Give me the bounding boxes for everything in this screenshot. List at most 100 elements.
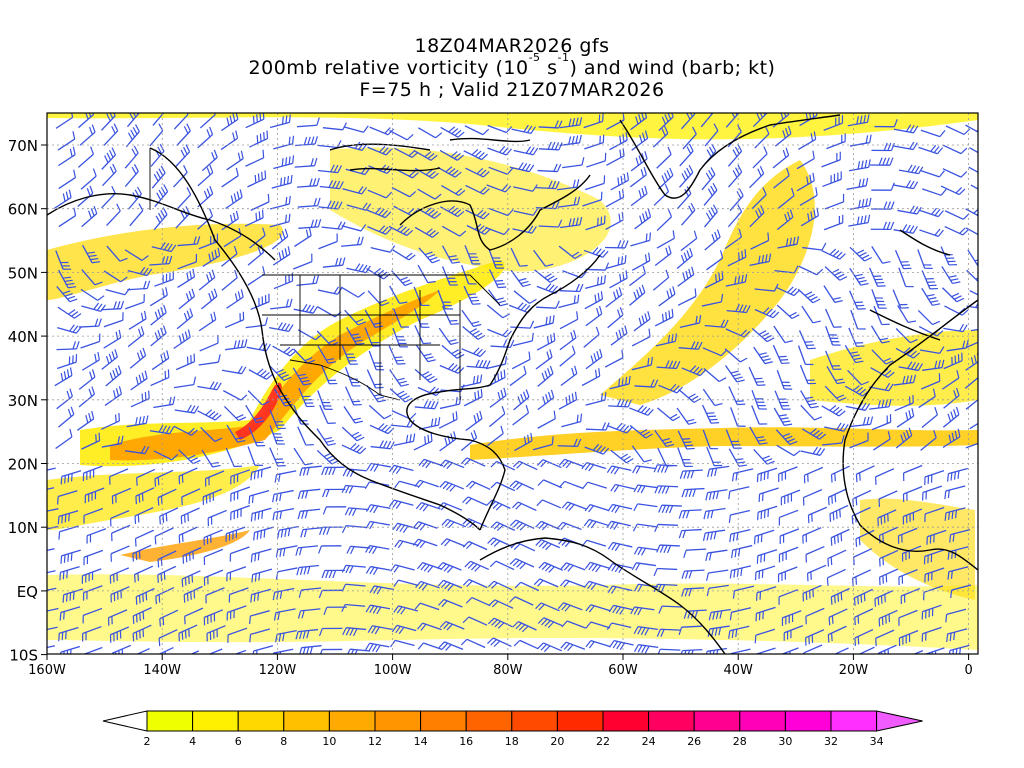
wind-barb — [634, 208, 652, 230]
wind-barb — [82, 244, 101, 264]
wind-barb — [295, 628, 319, 640]
wind-barb — [969, 147, 978, 154]
wind-barb — [606, 147, 625, 166]
wind-barb — [347, 648, 371, 654]
wind-barb — [342, 186, 368, 195]
wind-barb — [136, 468, 156, 486]
wind-barb — [321, 466, 345, 476]
wind-barb — [605, 240, 629, 249]
wind-barb — [414, 368, 438, 384]
wind-barb — [513, 208, 539, 216]
wind-barb — [871, 182, 895, 191]
wind-barb — [154, 527, 174, 545]
wind-barb — [418, 458, 444, 469]
wind-barb — [441, 225, 467, 237]
wind-barb — [247, 390, 270, 406]
wind-barb — [582, 481, 607, 489]
wind-barb — [369, 423, 395, 435]
wind-barb — [246, 342, 271, 352]
colorbar-label: 14 — [414, 735, 428, 748]
wind-barb — [560, 579, 585, 588]
wind-barb — [151, 165, 166, 189]
wind-barb — [438, 411, 458, 429]
wind-barb — [126, 415, 149, 428]
wind-barb — [895, 427, 913, 449]
wind-barb — [418, 247, 440, 264]
wind-barb — [892, 289, 909, 309]
wind-barb — [607, 541, 633, 552]
wind-barb — [729, 188, 744, 212]
wind-barb — [57, 324, 82, 334]
wind-barb — [437, 166, 462, 178]
wind-barb — [657, 407, 681, 422]
wind-barb — [105, 287, 131, 296]
wind-barb — [488, 599, 514, 609]
wind-barb — [802, 584, 822, 602]
wind-barb — [681, 365, 707, 377]
wind-barb — [293, 447, 313, 466]
wind-barb — [464, 245, 481, 265]
wind-barb — [870, 221, 895, 231]
wind-barb — [538, 219, 563, 228]
wind-barb — [150, 369, 170, 387]
wind-barb — [513, 290, 537, 304]
wind-barb — [322, 257, 346, 268]
wind-barb — [942, 144, 968, 155]
wind-barb — [465, 410, 483, 432]
wind-barb — [47, 508, 59, 512]
wind-barb — [438, 327, 459, 346]
wind-barb — [178, 526, 198, 544]
wind-barb — [537, 642, 562, 652]
axis-ticks — [41, 144, 970, 660]
wind-barb — [658, 504, 682, 514]
wind-barb — [773, 325, 793, 344]
wind-barb — [202, 247, 221, 267]
wind-barb — [490, 521, 516, 532]
wind-barb — [749, 426, 768, 445]
wind-barb — [877, 644, 897, 654]
wind-barb — [798, 131, 817, 151]
wind-barb — [610, 172, 630, 191]
wind-barb — [583, 580, 609, 591]
wind-barb — [796, 172, 815, 192]
wind-barb — [754, 565, 776, 581]
wind-barb — [912, 650, 924, 654]
wind-barb — [944, 507, 966, 521]
wind-barb — [367, 290, 390, 307]
wind-barb — [678, 509, 702, 519]
wind-barb — [657, 447, 675, 467]
wind-barb — [538, 120, 563, 129]
wind-barb — [965, 398, 978, 410]
wind-barb — [462, 578, 488, 589]
wind-barb — [134, 565, 154, 583]
wind-barb — [509, 480, 535, 491]
wind-barb — [654, 429, 675, 448]
wind-barb — [652, 125, 669, 148]
wind-barb — [827, 549, 847, 567]
colorbar-segment — [602, 710, 650, 732]
us-state-lines — [262, 275, 461, 400]
wind-barb — [631, 328, 651, 347]
wind-barb — [366, 267, 391, 280]
wind-barb — [203, 529, 223, 546]
wind-barb — [178, 288, 196, 310]
wind-barb — [677, 266, 695, 287]
wind-barb — [198, 269, 216, 291]
wind-barb — [658, 286, 676, 307]
wind-barb — [921, 373, 941, 390]
wind-barb — [969, 422, 978, 430]
wind-barb — [823, 285, 843, 303]
wind-barb — [249, 130, 269, 148]
vorticity-band-jet-core — [110, 290, 440, 461]
wind-barb — [417, 264, 436, 284]
wind-barb — [609, 639, 634, 650]
wind-barb — [487, 637, 512, 648]
wind-barb — [321, 365, 338, 385]
wind-barb — [830, 528, 850, 546]
wind-barb — [394, 539, 419, 549]
wind-barb — [316, 449, 340, 465]
wind-barb — [653, 567, 678, 577]
wind-barb — [269, 365, 292, 381]
wind-barb — [558, 458, 584, 469]
wind-barb — [802, 242, 827, 251]
